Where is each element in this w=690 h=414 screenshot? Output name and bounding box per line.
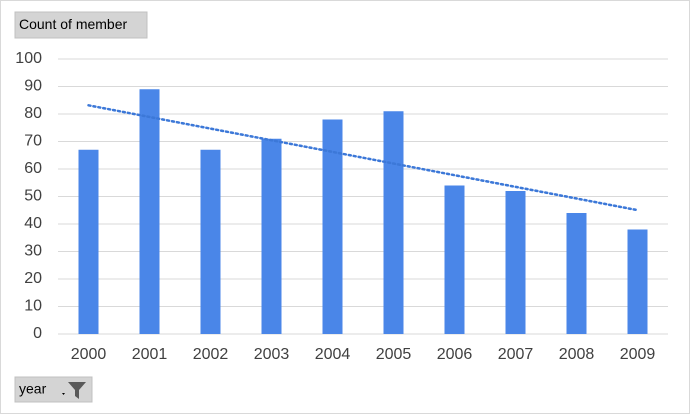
y-tick-label: 30 [24, 243, 42, 260]
axis-field-label: year [19, 381, 47, 397]
x-tick-label: 2009 [620, 346, 656, 363]
bar [566, 213, 587, 334]
bar [627, 229, 648, 334]
bar [444, 185, 465, 334]
x-tick-label: 2008 [559, 346, 595, 363]
bar [383, 111, 404, 334]
x-tick-label: 2005 [376, 346, 412, 363]
trendline [87, 104, 639, 212]
value-field-button[interactable]: Count of member [14, 11, 148, 39]
y-tick-label: 40 [24, 215, 42, 232]
y-tick-label: 20 [24, 270, 42, 287]
y-tick-label: 50 [24, 188, 42, 205]
axis-field-button[interactable]: year [14, 376, 93, 403]
x-tick-label: 2004 [315, 346, 351, 363]
x-tick-label: 2001 [132, 346, 168, 363]
x-tick-label: 2006 [437, 346, 473, 363]
x-tick-label: 2000 [71, 346, 107, 363]
value-field-label: Count of member [19, 16, 127, 32]
bar [261, 138, 282, 334]
y-tick-label: 60 [24, 160, 42, 177]
bar [200, 149, 221, 334]
bar [139, 89, 160, 334]
y-tick-label: 80 [24, 105, 42, 122]
x-tick-label: 2003 [254, 346, 290, 363]
bar [78, 149, 99, 334]
x-tick-label: 2002 [193, 346, 229, 363]
y-tick-label: 0 [33, 325, 42, 342]
y-tick-label: 90 [24, 78, 42, 95]
y-tick-label: 70 [24, 133, 42, 150]
y-tick-label: 100 [15, 50, 42, 67]
dropdown-arrow [62, 393, 65, 395]
button-background [14, 11, 148, 39]
x-tick-label: 2007 [498, 346, 534, 363]
y-tick-label: 10 [24, 298, 42, 315]
bar [322, 119, 343, 334]
bar [505, 191, 526, 334]
filter-icon [68, 382, 86, 399]
